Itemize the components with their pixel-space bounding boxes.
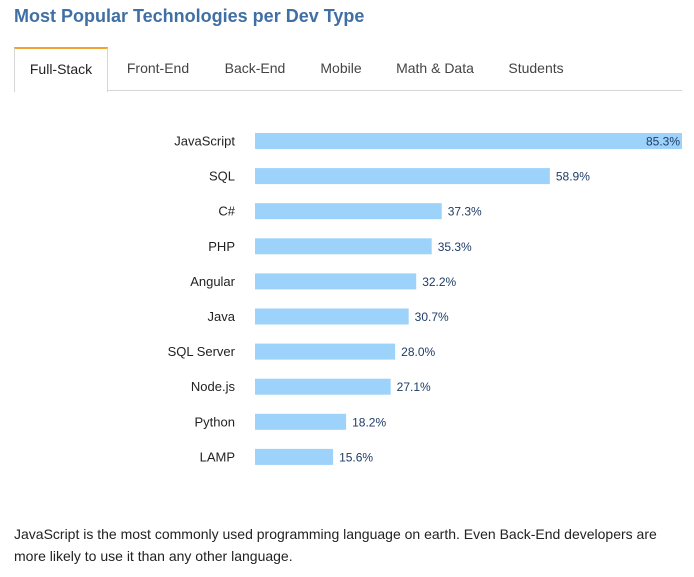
value-label-javascript: 85.3% xyxy=(646,135,680,149)
tab-full-stack[interactable]: Full-Stack xyxy=(14,47,108,92)
bar-sql xyxy=(255,168,550,185)
value-label-node-js: 27.1% xyxy=(397,380,431,394)
value-label-sql-server: 28.0% xyxy=(401,345,435,359)
bar-c xyxy=(255,203,442,220)
bar-node-js xyxy=(255,378,391,395)
dev-type-tabs: Full-Stack Front-End Back-End Mobile Mat… xyxy=(14,47,682,92)
bar-angular xyxy=(255,273,417,290)
page-title: Most Popular Technologies per Dev Type xyxy=(14,6,365,26)
value-label-java: 30.7% xyxy=(415,310,449,324)
category-label-python: Python xyxy=(195,414,235,429)
category-label-c: C# xyxy=(218,204,235,219)
tab-back-end[interactable]: Back-End xyxy=(224,60,286,76)
category-label-java: Java xyxy=(208,309,236,324)
tab-mobile[interactable]: Mobile xyxy=(320,60,362,76)
category-label-sql-server: SQL Server xyxy=(168,344,236,359)
category-label-angular: Angular xyxy=(190,274,235,289)
value-label-php: 35.3% xyxy=(438,240,472,254)
category-label-lamp: LAMP xyxy=(200,449,235,464)
category-label-javascript: JavaScript xyxy=(174,134,235,149)
tab-math-data[interactable]: Math & Data xyxy=(396,60,474,76)
value-label-c: 37.3% xyxy=(448,205,482,219)
bar-lamp xyxy=(255,448,334,465)
value-label-python: 18.2% xyxy=(352,415,386,429)
category-label-node-js: Node.js xyxy=(191,379,236,394)
chart-note: JavaScript is the most commonly used pro… xyxy=(14,526,657,564)
value-label-lamp: 15.6% xyxy=(339,450,373,464)
value-label-sql: 58.9% xyxy=(556,170,590,184)
category-label-sql: SQL xyxy=(209,169,235,184)
tab-students[interactable]: Students xyxy=(508,60,564,76)
technology-bar-chart: JavaScript 85.3% SQL 58.9% C# 37.3% PHP 35.3% An… xyxy=(168,133,682,465)
tab-front-end[interactable]: Front-End xyxy=(126,60,190,76)
bar-sql-server xyxy=(255,343,396,360)
bar-php xyxy=(255,238,432,255)
value-label-angular: 32.2% xyxy=(422,275,456,289)
bar-javascript xyxy=(255,133,682,149)
bar-java xyxy=(255,308,409,325)
category-label-php: PHP xyxy=(208,239,235,254)
bar-python xyxy=(255,413,347,430)
